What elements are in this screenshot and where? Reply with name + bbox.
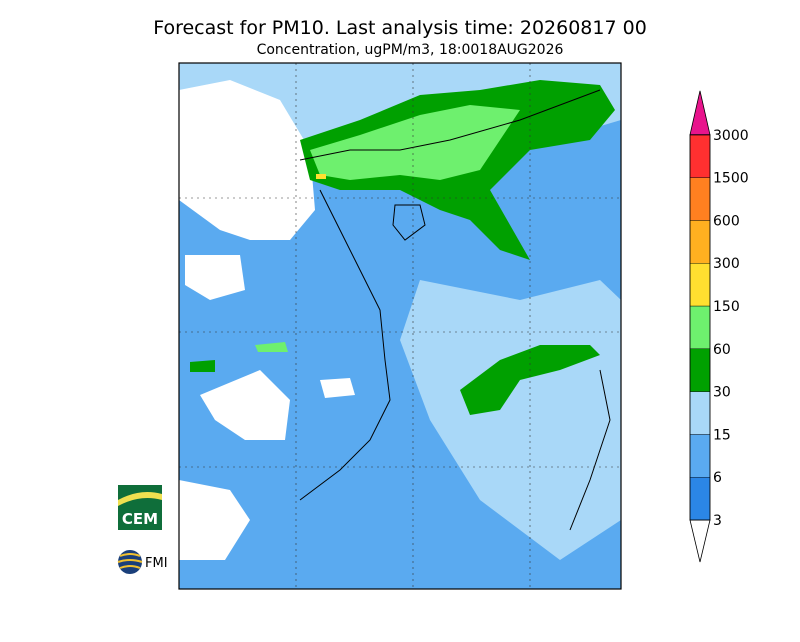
colorbar-label: 3 (713, 513, 722, 529)
fmi-logo: FMI (117, 550, 168, 574)
colorbar-label: 1500 (713, 171, 749, 187)
colorbar-label: 15 (713, 427, 731, 443)
colorbar-over (689, 90, 711, 136)
land-white (200, 370, 290, 440)
colorbar-label: 6 (713, 470, 722, 486)
graticule (179, 63, 621, 589)
land-white (179, 80, 315, 240)
hotspot-yellow (316, 174, 326, 179)
colorbar-segment (689, 177, 711, 221)
colorbar-segment (689, 477, 711, 521)
coastline (299, 89, 601, 161)
cem-logo: CEM (118, 485, 162, 530)
plume-light-green (310, 105, 520, 180)
map (178, 62, 622, 590)
colorbar-under (689, 519, 711, 563)
cem-swoosh (118, 492, 162, 506)
colorbar: 3 6 15 30 60 150 300 600 1500 3000 (689, 90, 749, 563)
map-frame (178, 62, 622, 590)
fmi-waves (117, 553, 143, 569)
coastline (569, 369, 611, 531)
land-white (320, 378, 355, 398)
colorbar-segment (689, 434, 711, 478)
coastline (299, 189, 391, 501)
colorbar-segment (689, 134, 711, 178)
plume-green (460, 345, 600, 415)
subtitle: Concentration, ugPM/m3, 18:0018AUG2026 (257, 42, 564, 58)
colorbar-segment (689, 305, 711, 349)
coastline (392, 204, 426, 241)
colorbar-segment (689, 263, 711, 307)
land-white (185, 255, 245, 300)
colorbar-frame (689, 134, 711, 521)
colorbar-segment (689, 391, 711, 435)
title: Forecast for PM10. Last analysis time: 2… (153, 17, 647, 39)
fmi-text: FMI (145, 556, 168, 571)
fmi-globe (118, 550, 142, 574)
plume-light-green (255, 342, 288, 352)
colorbar-label: 3000 (713, 128, 749, 144)
colorbar-label: 60 (713, 342, 731, 358)
colorbar-label: 300 (713, 256, 740, 272)
colorbar-label: 600 (713, 213, 740, 229)
land-white (179, 480, 250, 560)
colorbar-label: 150 (713, 299, 740, 315)
colorbar-segment (689, 220, 711, 264)
cem-text: CEM (122, 510, 158, 528)
colorbar-segment (689, 348, 711, 392)
colorbar-label: 30 (713, 385, 731, 401)
plume-green (190, 360, 215, 372)
